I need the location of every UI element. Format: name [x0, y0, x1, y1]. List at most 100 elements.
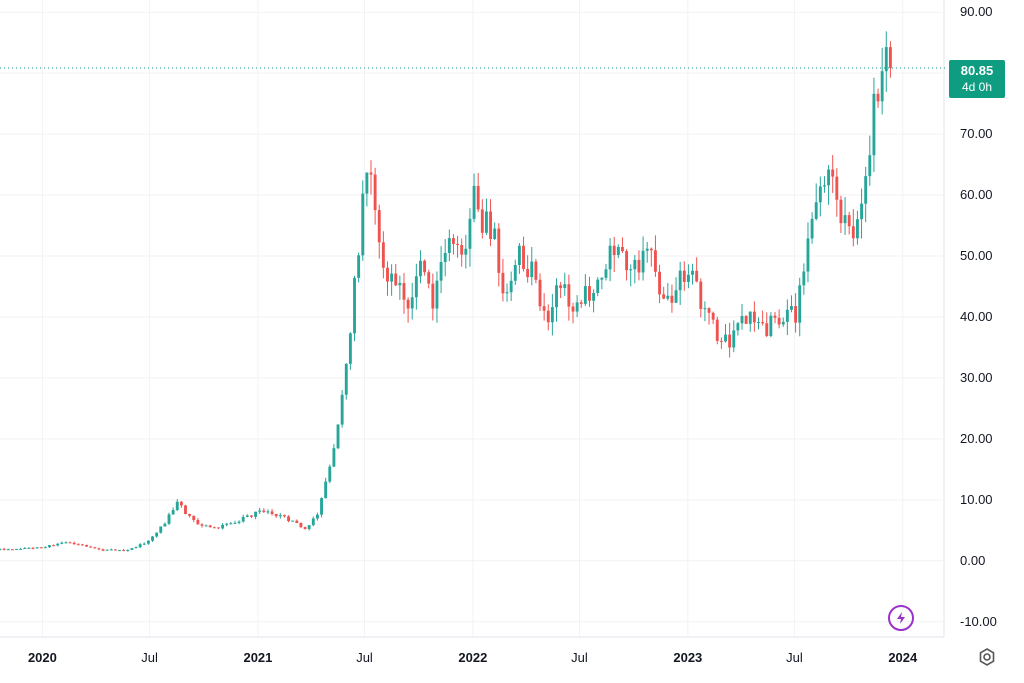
candle-body — [229, 523, 233, 525]
candle-body — [855, 219, 859, 239]
candle-series — [0, 31, 892, 552]
candle-body — [258, 510, 262, 512]
candle-body — [282, 515, 286, 517]
candle-body — [699, 281, 703, 309]
candle-body — [633, 259, 637, 270]
candle-body — [373, 174, 377, 211]
candle-body — [443, 252, 447, 263]
candle-body — [52, 545, 56, 547]
candle-body — [658, 271, 662, 295]
candle-body — [670, 295, 674, 303]
candle-body — [262, 510, 266, 512]
candle-body — [711, 312, 715, 320]
last-price-badge: 80.85 4d 0h — [949, 60, 1005, 98]
candle-body — [35, 547, 39, 549]
candle-body — [625, 251, 629, 271]
candle-body — [163, 523, 167, 527]
candle-body — [81, 544, 84, 546]
candle-body — [31, 547, 35, 549]
candle-body — [583, 286, 587, 304]
candle-body — [719, 340, 723, 342]
candle-body — [843, 215, 847, 224]
candle-body — [645, 248, 649, 251]
candle-body — [703, 308, 707, 310]
candle-body — [328, 466, 332, 482]
candle-body — [336, 424, 340, 449]
candle-body — [555, 285, 558, 308]
candle-body — [559, 285, 563, 288]
candle-body — [353, 277, 356, 334]
candle-body — [604, 269, 608, 278]
candle-body — [736, 323, 740, 331]
candle-body — [287, 516, 291, 522]
candle-body — [266, 511, 270, 513]
y-tick-label: 60.00 — [960, 187, 993, 202]
candle-body — [493, 228, 497, 240]
candle-body — [802, 271, 806, 286]
candle-body — [146, 540, 150, 544]
candle-body — [101, 549, 105, 551]
candle-body — [460, 244, 464, 255]
candle-body — [134, 547, 138, 549]
candle-body — [48, 545, 51, 548]
x-tick-label: 2024 — [888, 650, 918, 665]
candle-body — [225, 523, 229, 525]
bar-countdown: 4d 0h — [961, 80, 993, 94]
candle-body — [641, 250, 645, 273]
candle-body — [204, 525, 208, 527]
candle-body — [447, 238, 451, 253]
candle-body — [686, 274, 690, 282]
candle-body — [728, 334, 732, 348]
candle-body — [64, 542, 68, 544]
candle-body — [757, 322, 760, 324]
candle-body — [324, 481, 328, 499]
candle-body — [732, 330, 736, 348]
candle-body — [748, 311, 752, 324]
candle-body — [237, 521, 241, 523]
y-tick-label: 20.00 — [960, 431, 993, 446]
candle-body — [761, 322, 765, 324]
candle-body — [476, 185, 480, 210]
x-tick-label: Jul — [786, 650, 803, 665]
candle-body — [526, 269, 530, 278]
time-axis[interactable]: 2020 Jul 2021 Jul 2022 Jul 2023 Jul 2024 — [28, 650, 918, 665]
candle-body — [579, 302, 583, 304]
candle-body — [616, 247, 620, 256]
candle-body — [171, 510, 175, 515]
candle-body — [468, 218, 472, 249]
candle-body — [291, 520, 295, 522]
candle-body — [588, 286, 591, 301]
candle-body — [361, 193, 365, 256]
candle-body — [435, 280, 439, 309]
candle-body — [93, 547, 97, 549]
candle-body — [423, 260, 427, 273]
candle-body — [707, 308, 711, 313]
candle-body — [464, 248, 468, 255]
x-tick-label: 2020 — [28, 650, 57, 665]
candle-body — [860, 203, 863, 220]
candle-body — [823, 185, 826, 187]
candle-body — [23, 547, 27, 549]
candle-body — [295, 520, 299, 523]
candle-body — [188, 513, 192, 516]
candle-body — [608, 245, 612, 270]
chart-grid — [0, 0, 945, 638]
candle-body — [19, 548, 23, 550]
candle-body — [192, 515, 196, 520]
candle-body — [724, 334, 727, 342]
candle-body — [155, 532, 159, 537]
gear-icon[interactable] — [976, 646, 998, 668]
price-axis[interactable]: 90.0080.0070.0060.0050.0040.0030.0020.00… — [960, 4, 997, 629]
candle-body — [245, 515, 249, 517]
candle-body — [357, 255, 361, 278]
candle-body — [715, 319, 719, 341]
candle-body — [241, 516, 245, 522]
candle-body — [217, 527, 220, 529]
candle-body — [43, 547, 47, 549]
lightning-bolt-icon[interactable] — [888, 605, 914, 631]
candle-body — [575, 302, 579, 312]
candle-body — [179, 501, 183, 506]
candle-body — [138, 544, 142, 548]
